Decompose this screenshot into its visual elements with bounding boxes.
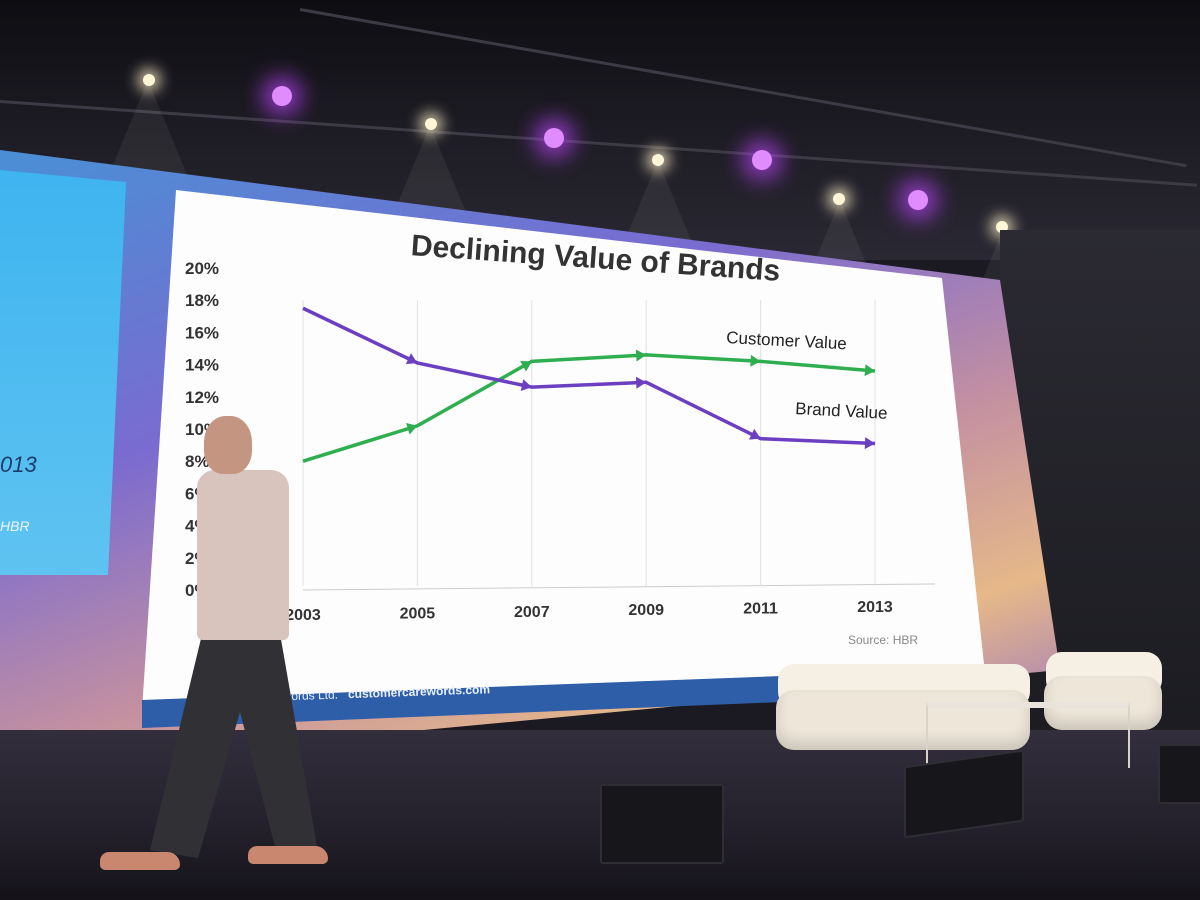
customer-value-point bbox=[635, 349, 647, 362]
brand-value-line bbox=[302, 306, 876, 446]
chart-title: Declining Value of Brands bbox=[410, 229, 781, 288]
y-tick-label: 18% bbox=[185, 291, 219, 310]
stage-light bbox=[272, 86, 292, 106]
customer-value-label: Customer Value bbox=[726, 328, 847, 353]
brand-value-point bbox=[405, 353, 418, 365]
x-tick-label: 2009 bbox=[628, 602, 664, 619]
left-panel-year: 013 bbox=[0, 452, 37, 477]
presenter-head bbox=[204, 416, 252, 474]
stage-light bbox=[752, 150, 772, 170]
stage-light bbox=[143, 74, 155, 86]
presenter-shirt bbox=[197, 470, 289, 640]
stage-light bbox=[833, 193, 845, 205]
stage-monitor-speaker bbox=[600, 784, 724, 864]
brand-value-point bbox=[748, 428, 761, 440]
x-axis-line bbox=[302, 583, 936, 591]
x-tick-label: 2011 bbox=[743, 601, 778, 618]
left-slide-panel bbox=[0, 170, 126, 575]
stage-light bbox=[544, 128, 564, 148]
x-tick-label: 2005 bbox=[400, 605, 436, 622]
brand-value-point bbox=[635, 376, 647, 389]
brand-value-point bbox=[520, 379, 532, 391]
presenter-shoe bbox=[100, 852, 180, 870]
stage-monitor-speaker bbox=[1158, 744, 1200, 804]
y-tick-label: 16% bbox=[185, 323, 219, 342]
customer-value-point bbox=[520, 361, 532, 372]
y-tick-label: 12% bbox=[185, 388, 219, 407]
stage-light bbox=[652, 154, 664, 166]
y-tick-label: 14% bbox=[185, 356, 219, 375]
brand-value-point bbox=[864, 437, 875, 450]
chart-source: Source: HBR bbox=[848, 633, 918, 647]
chart-series bbox=[302, 306, 876, 463]
stage-light bbox=[425, 118, 437, 130]
customer-value-point bbox=[864, 364, 875, 377]
customer-value-line bbox=[302, 353, 876, 463]
sofa bbox=[776, 690, 1030, 750]
y-tick-label: 20% bbox=[185, 259, 219, 278]
x-axis-ticks: 2003 2005 2007 2009 2011 2013 bbox=[285, 599, 893, 624]
left-panel-source: HBR bbox=[0, 518, 30, 534]
stage-light bbox=[908, 190, 928, 210]
coffee-table bbox=[926, 702, 1130, 768]
customer-value-point bbox=[406, 423, 418, 435]
y-tick-label: 8% bbox=[185, 452, 210, 471]
presenter-shoe bbox=[248, 846, 328, 864]
customer-value-point bbox=[750, 354, 761, 367]
x-tick-label: 2007 bbox=[514, 604, 550, 621]
x-tick-label: 2003 bbox=[285, 607, 321, 624]
x-tick-label: 2013 bbox=[857, 599, 893, 616]
brand-value-label: Brand Value bbox=[795, 399, 888, 423]
